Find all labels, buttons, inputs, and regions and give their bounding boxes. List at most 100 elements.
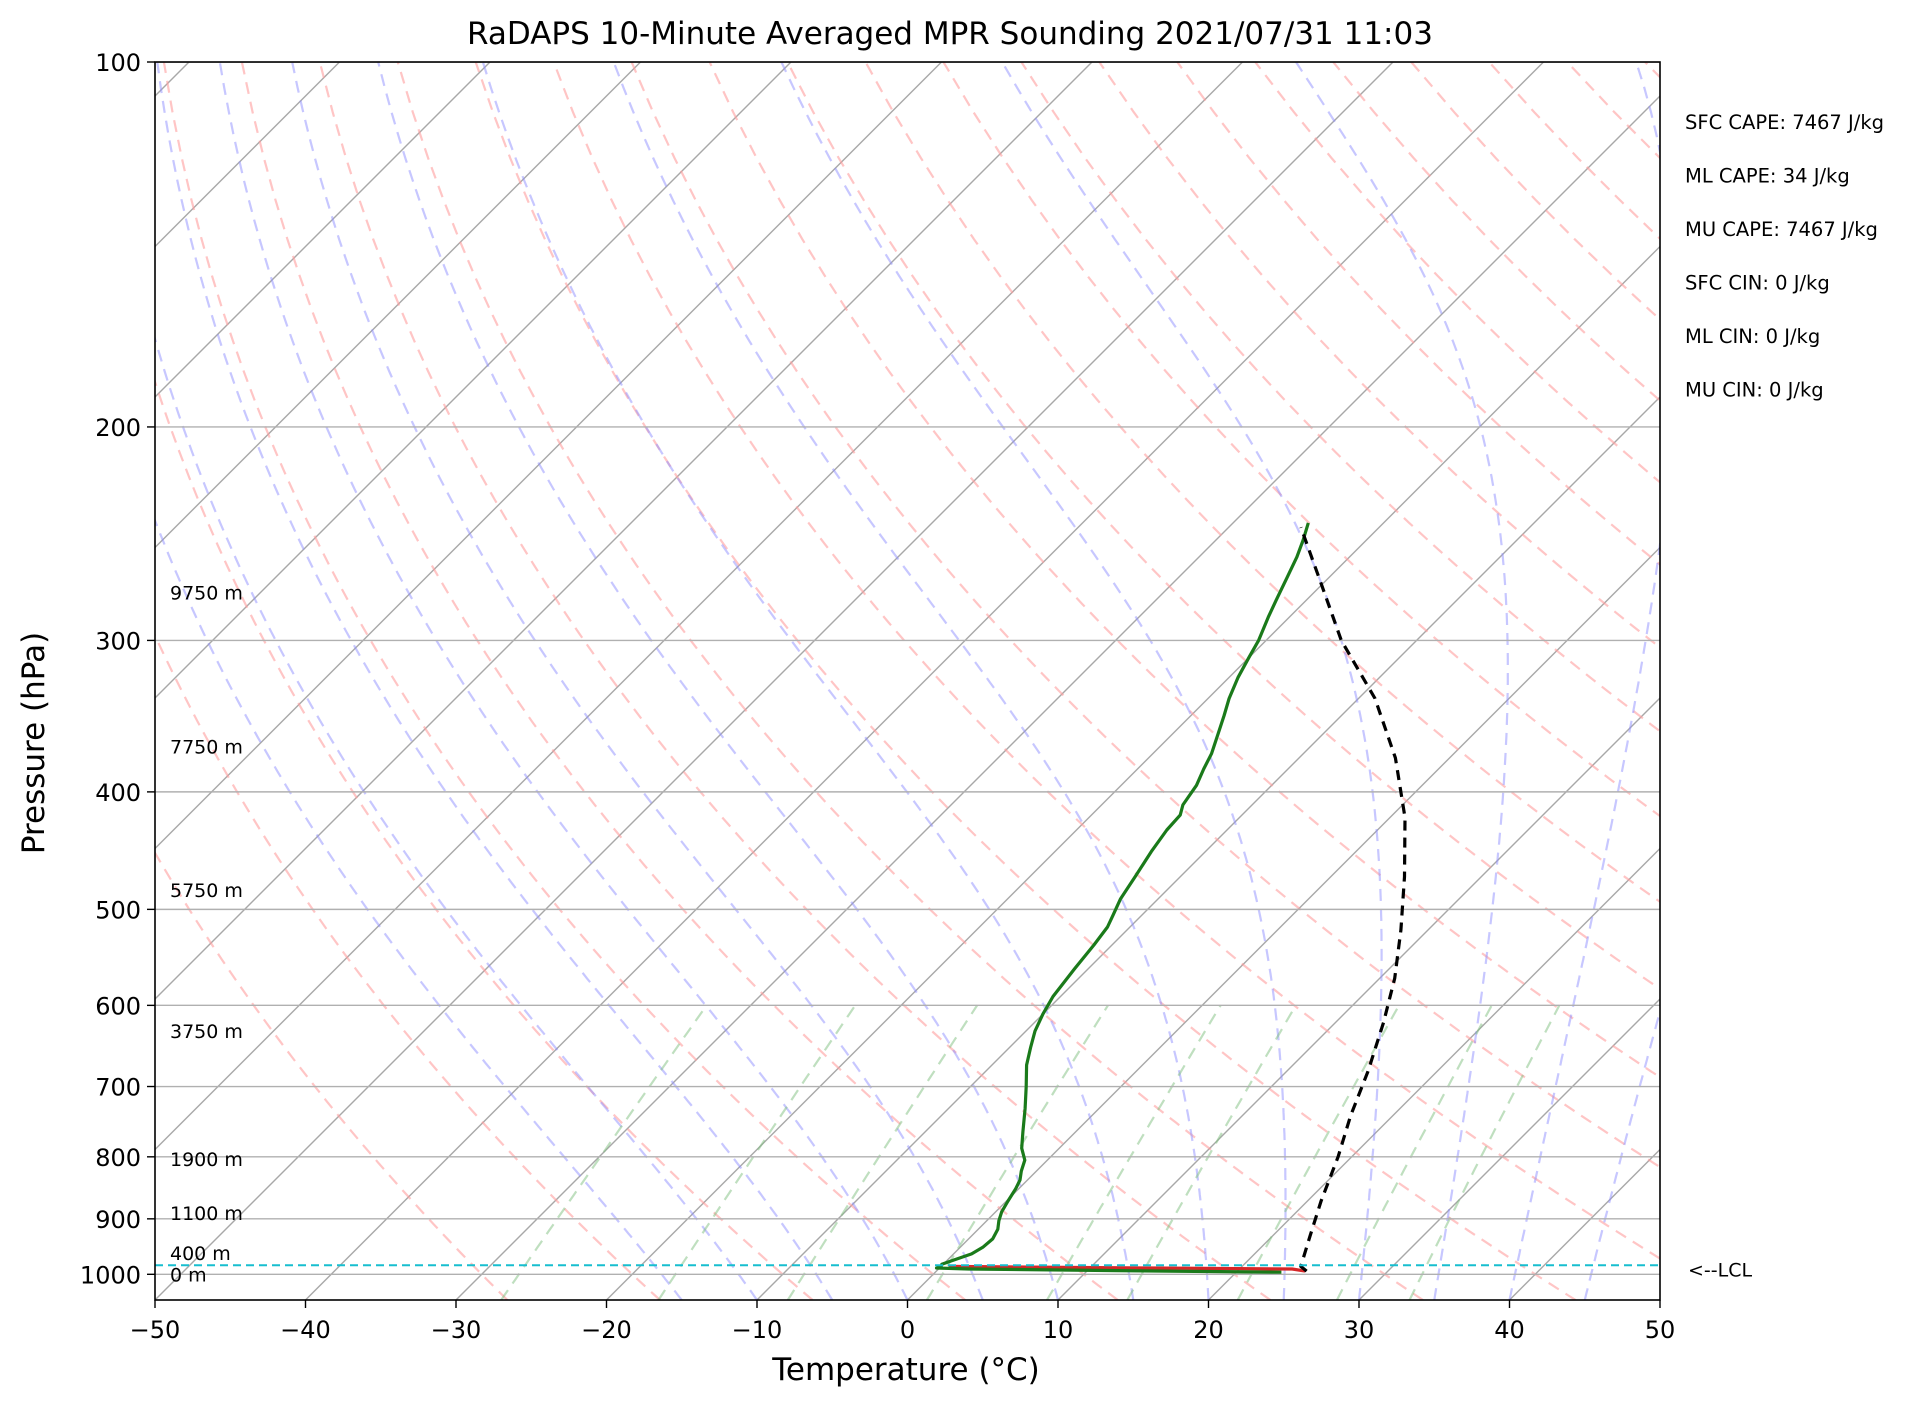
height-label: 1900 m — [170, 1149, 243, 1171]
moist-adiabat — [1001, 62, 1383, 1300]
dry-adiabat — [1410, 62, 1660, 321]
isotherm — [1659, 1299, 1660, 1300]
height-label: 9750 m — [170, 583, 243, 605]
moist-adiabat — [155, 517, 683, 1300]
isotherm — [1208, 847, 1660, 1300]
index-text: ML CIN: 0 J/kg — [1685, 325, 1820, 348]
height-label: 0 m — [170, 1264, 207, 1286]
dry-adiabat — [1723, 62, 1925, 1300]
isotherm — [1509, 1148, 1660, 1300]
y-axis: 1000 900 800 700 600 500 400 300 200 100 — [80, 49, 155, 1289]
pressure-gridlines — [155, 62, 1660, 1276]
isotherm — [756, 396, 1660, 1300]
x-tick-label: −20 — [581, 1316, 632, 1344]
dry-adiabat — [552, 62, 1660, 1260]
dry-adiabat — [162, 62, 966, 1300]
temperature-profile — [934, 522, 1310, 1274]
moist-adiabat — [780, 62, 1287, 1300]
y-tick-label: 1000 — [80, 1261, 141, 1289]
x-tick-label: 10 — [1043, 1316, 1074, 1344]
height-label: 1100 m — [170, 1203, 243, 1225]
dry-adiabat — [1488, 62, 1660, 241]
y-axis-label: Pressure (hPa) — [16, 632, 52, 854]
x-tick-label: 40 — [1494, 1316, 1525, 1344]
dry-adiabat — [1254, 62, 1660, 484]
x-tick-label: 20 — [1193, 1316, 1224, 1344]
isotherm — [1358, 998, 1660, 1300]
isotherm — [155, 62, 491, 398]
x-tick-label: −10 — [732, 1316, 783, 1344]
dry-adiabat — [1332, 62, 1660, 403]
x-tick-label: −50 — [130, 1316, 181, 1344]
x-axis-label: Temperature (°C) — [771, 1352, 1040, 1388]
mixing-ratio-line — [1046, 1004, 1222, 1300]
background-lines — [155, 62, 1925, 1300]
dry-adiabat — [630, 62, 1660, 1169]
y-tick-label: 800 — [95, 1144, 141, 1172]
moist-adiabat — [1295, 62, 1509, 1300]
index-text: ML CAPE: 34 J/kg — [1685, 165, 1850, 188]
height-label: 5750 m — [170, 880, 243, 902]
isotherm — [155, 62, 942, 850]
moist-adiabat — [291, 62, 984, 1300]
isotherm — [305, 62, 1544, 1300]
dry-adiabat — [942, 62, 1660, 818]
dry-adiabat — [474, 62, 1577, 1300]
isotherm — [155, 62, 792, 699]
y-tick-label: 700 — [95, 1074, 141, 1102]
mixing-ratio-line — [786, 1004, 979, 1300]
dry-adiabat — [708, 62, 1660, 1079]
mixing-ratio-line — [1336, 1004, 1493, 1300]
dry-adiabat — [155, 850, 509, 1300]
isotherm — [907, 546, 1660, 1300]
index-text: MU CAPE: 7467 J/kg — [1685, 218, 1878, 241]
x-tick-label: 0 — [900, 1316, 915, 1344]
mixing-ratio-line — [1126, 1004, 1297, 1300]
x-tick-label: 30 — [1344, 1316, 1375, 1344]
parcel-start-line — [948, 1264, 1306, 1273]
dry-adiabat — [1098, 62, 1660, 649]
lcl-group: <--LCL — [155, 1259, 1752, 1281]
x-tick-label: −40 — [280, 1316, 331, 1344]
dry-adiabat — [396, 62, 1424, 1300]
isotherm — [155, 62, 1394, 1300]
moist-adiabat — [1583, 1007, 1660, 1300]
index-text: SFC CAPE: 7467 J/kg — [1685, 111, 1884, 134]
dry-adiabat — [864, 62, 1660, 904]
lcl-label: <--LCL — [1688, 1259, 1752, 1281]
dry-adiabat — [240, 62, 1119, 1300]
isotherm — [455, 95, 1660, 1300]
y-tick-label: 600 — [95, 992, 141, 1020]
isotherm — [155, 62, 1093, 1000]
isotherm — [1057, 697, 1660, 1300]
y-tick-label: 100 — [95, 49, 141, 77]
dry-adiabat — [155, 378, 814, 1300]
moist-adiabat — [155, 334, 758, 1300]
x-tick-label: 50 — [1645, 1316, 1676, 1344]
dry-adiabat — [1566, 62, 1660, 160]
isotherm — [155, 62, 641, 549]
moist-adiabat — [156, 62, 834, 1300]
height-label: 3750 m — [170, 1021, 243, 1043]
isotherm — [1811, 62, 1925, 1300]
moist-adiabat — [1508, 62, 1660, 1300]
y-tick-label: 400 — [95, 779, 141, 807]
dry-adiabat — [1176, 62, 1660, 566]
index-text: MU CIN: 0 J/kg — [1685, 379, 1824, 402]
mixing-ratio-line — [657, 1004, 857, 1300]
mixing-ratio-line — [1408, 1004, 1561, 1300]
parcel-trace — [1299, 526, 1407, 1273]
mixing-ratio-line — [500, 1004, 708, 1300]
x-axis: −50 −40 −30 −20 −10 0 10 20 30 40 50 — [130, 1300, 1676, 1344]
isotherm — [155, 62, 1243, 1151]
y-tick-label: 500 — [95, 896, 141, 924]
moist-adiabat — [218, 62, 909, 1300]
y-tick-label: 300 — [95, 627, 141, 655]
y-tick-label: 900 — [95, 1206, 141, 1234]
dry-adiabat — [318, 62, 1272, 1300]
data-series — [934, 522, 1407, 1274]
moist-adiabat — [377, 62, 1060, 1300]
dry-adiabat — [1644, 62, 1660, 79]
stability-indices: SFC CAPE: 7467 J/kg ML CAPE: 34 J/kg MU CA… — [1685, 111, 1884, 402]
